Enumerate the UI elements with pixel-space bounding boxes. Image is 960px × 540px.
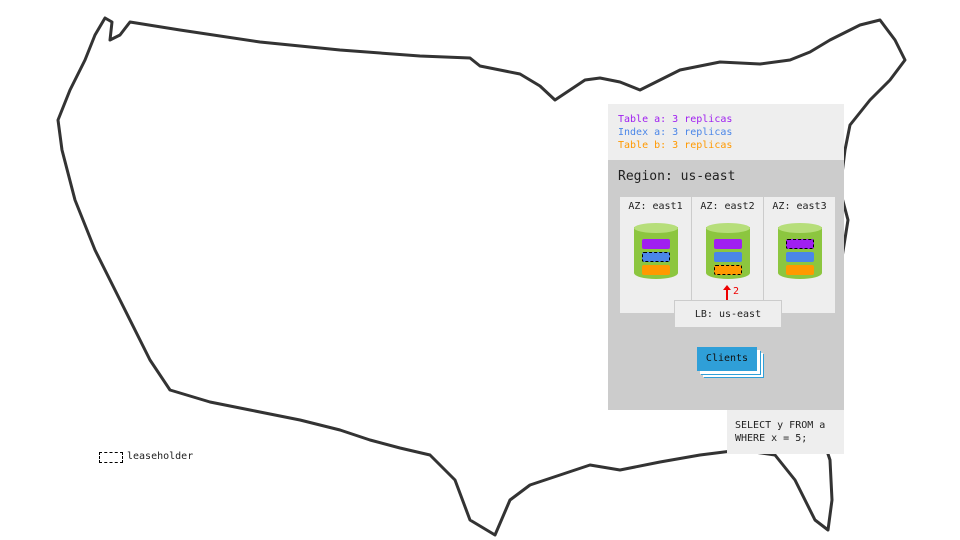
legend-table-b: Table b: 3 replicas [618, 140, 733, 151]
region-us-east: Region: us-east AZ: east1 AZ: east2 AZ: … [608, 160, 844, 410]
database-node-icon [778, 223, 822, 283]
replica-table-b-leaseholder [714, 265, 742, 275]
replica-table-b [642, 265, 670, 275]
az-east3: AZ: east3 [763, 197, 835, 313]
sql-query: SELECT y FROM a WHERE x = 5; [727, 410, 844, 454]
replica-index-a [786, 252, 814, 262]
region-title: Region: us-east [618, 169, 736, 184]
az-east1: AZ: east1 [619, 197, 691, 313]
az-label: AZ: east2 [700, 201, 755, 212]
az-east2: AZ: east2 [691, 197, 763, 313]
replica-index-a [714, 252, 742, 262]
database-node-icon [706, 223, 750, 283]
replica-index-a-leaseholder [642, 252, 670, 262]
replica-legend: Table a: 3 replicas Index a: 3 replicas … [608, 104, 844, 160]
clients-box: Clients [697, 347, 757, 371]
az-label: AZ: east3 [772, 201, 827, 212]
arrow-icon [723, 285, 731, 300]
legend-table-a: Table a: 3 replicas [618, 114, 733, 125]
load-balancer: LB: us-east [674, 300, 782, 328]
replica-table-a-leaseholder [786, 239, 814, 249]
arrow-label: 2 [733, 286, 740, 297]
leaseholder-legend-icon [99, 452, 123, 463]
az-label: AZ: east1 [628, 201, 683, 212]
database-node-icon [634, 223, 678, 283]
legend-index-a: Index a: 3 replicas [618, 127, 733, 138]
replica-table-b [786, 265, 814, 275]
leaseholder-legend-label: leaseholder [127, 451, 194, 462]
replica-table-a [642, 239, 670, 249]
replica-table-a [714, 239, 742, 249]
